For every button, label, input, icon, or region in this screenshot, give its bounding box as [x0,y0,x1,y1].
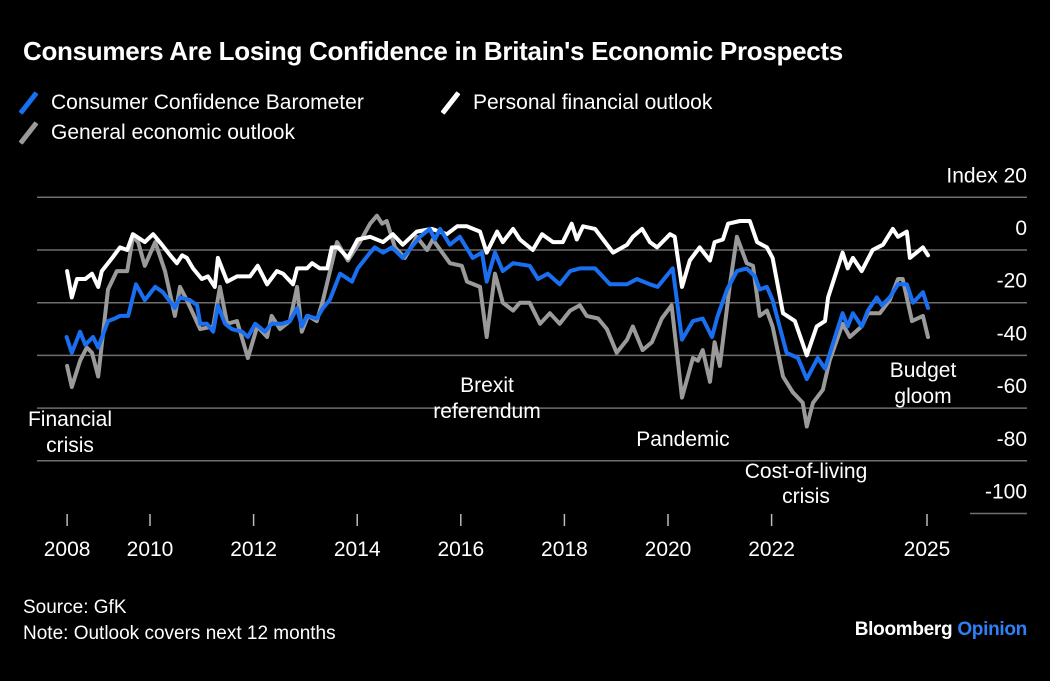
x-tick-label: 2016 [437,538,484,561]
y-tick-label: -100 [985,481,1027,504]
chart-title: Consumers Are Losing Confidence in Brita… [23,36,843,66]
y-tick-label: -60 [997,375,1027,398]
x-tick-label: 2022 [748,538,795,561]
annotation-label: Pandemic [636,428,729,451]
legend-item-consumer-confidence: Consumer Confidence Barometer [16,90,364,116]
annotation-label: crisis [46,434,94,457]
annotation-label: Cost-of-living [745,460,868,483]
bloomberg-opinion-logo: Bloomberg Opinion [854,619,1028,641]
series-line-personal-financial-outlook [65,219,930,358]
x-tick-label: 2012 [230,538,277,561]
x-tick-label: 2020 [645,538,692,561]
legend-label: Consumer Confidence Barometer [51,91,364,114]
y-tick-label: Index 20 [946,164,1027,187]
logo-brand: Bloomberg [854,619,953,640]
legend-label: General economic outlook [51,121,295,144]
annotation-label: Financial [28,408,112,431]
y-tick-label: -80 [997,428,1027,451]
x-tick-label: 2008 [44,538,91,561]
x-tick-label: 2025 [904,538,951,561]
legend-item-general-economic: General economic outlook [16,120,295,146]
annotation-label: Brexit [460,374,514,397]
x-tick-label: 2018 [541,538,588,561]
y-tick-label: 0 [1015,217,1027,240]
source-note: Source: GfK [23,597,127,618]
legend-label: Personal financial outlook [473,91,713,114]
x-tick-label: 2010 [127,538,174,561]
legend-item-personal-financial: Personal financial outlook [438,90,712,116]
x-tick-label: 2014 [334,538,381,561]
y-tick-label: -20 [997,270,1027,293]
logo-product: Opinion [957,619,1027,640]
annotation-label: referendum [433,400,540,423]
y-tick-label: -40 [997,322,1027,345]
annotation-label: gloom [894,385,951,408]
series-line-consumer-confidence-barometer [64,226,930,382]
series-line-general-economic-outlook [65,213,930,429]
annotation-label: Budget [890,359,957,382]
annotation-label: crisis [782,485,830,508]
footnote: Note: Outlook covers next 12 months [23,623,336,644]
